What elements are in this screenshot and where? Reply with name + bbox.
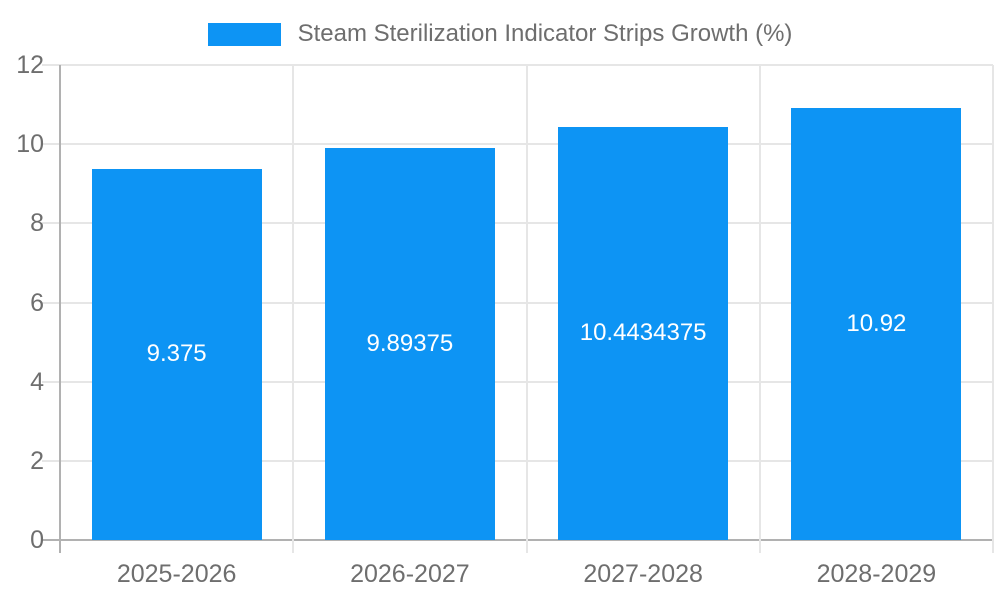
h-gridline xyxy=(42,459,993,462)
v-gridline xyxy=(992,65,994,553)
bar: 10.4434375 xyxy=(558,126,729,540)
y-tick-label: 4 xyxy=(30,367,44,396)
bar: 9.89375 xyxy=(324,148,495,540)
x-axis-baseline xyxy=(42,539,993,541)
legend-swatch xyxy=(207,22,281,46)
bar: 10.92 xyxy=(791,107,962,540)
x-tick-label: 2025-2026 xyxy=(116,560,237,588)
v-gridline xyxy=(758,65,761,553)
h-gridline xyxy=(42,64,993,66)
h-gridline xyxy=(42,222,993,225)
y-tick-label: 0 xyxy=(30,526,44,554)
v-gridline xyxy=(292,65,295,553)
y-axis-line xyxy=(59,65,61,553)
bar: 9.375 xyxy=(91,168,262,540)
x-tick-label: 2028-2029 xyxy=(816,560,937,588)
bar-value-label: 10.4434375 xyxy=(579,319,707,347)
bar-value-label: 10.92 xyxy=(846,309,907,337)
y-tick-label: 2 xyxy=(30,446,44,475)
y-tick-label: 8 xyxy=(30,209,44,238)
y-tick-label: 6 xyxy=(30,288,44,317)
y-tick-label: 12 xyxy=(16,51,44,79)
bar-value-label: 9.375 xyxy=(146,340,207,368)
h-gridline xyxy=(42,380,993,383)
bar-value-label: 9.89375 xyxy=(366,330,454,358)
legend-label: Steam Sterilization Indicator Strips Gro… xyxy=(297,20,793,47)
x-tick-label: 2026-2027 xyxy=(350,560,470,588)
h-gridline xyxy=(42,143,993,146)
v-gridline xyxy=(525,65,528,553)
x-tick-label: 2027-2028 xyxy=(583,560,703,588)
chart-legend: Steam Sterilization Indicator Strips Gro… xyxy=(0,20,1000,47)
y-tick-label: 10 xyxy=(16,130,44,159)
h-gridline xyxy=(42,301,993,304)
